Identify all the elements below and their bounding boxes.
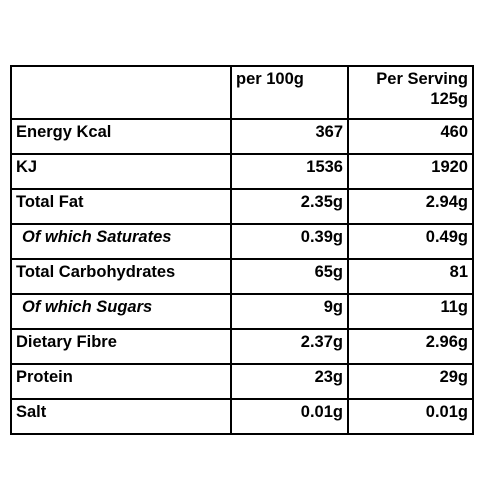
nutrition-table: per 100g Per Serving 125g Energy Kcal 367…: [10, 65, 474, 435]
table-row: Total Carbohydrates 65g 81: [10, 258, 474, 295]
nutrient-value: 2.37g: [230, 328, 349, 365]
nutrient-label: KJ: [10, 153, 232, 190]
header-cell: [10, 65, 232, 120]
nutrient-label: Dietary Fibre: [10, 328, 232, 365]
table-body: per 100g Per Serving 125g Energy Kcal 367…: [10, 65, 474, 435]
nutrient-value: 0.01g: [230, 398, 349, 435]
nutrient-label: Of which Sugars: [10, 293, 232, 330]
nutrient-value: 0.39g: [230, 223, 349, 260]
nutrient-value: 9g: [230, 293, 349, 330]
nutrient-value: 2.96g: [347, 328, 474, 365]
table-row: Dietary Fibre 2.37g 2.96g: [10, 328, 474, 365]
table-row: Of which Sugars 9g 11g: [10, 293, 474, 330]
table-row: Total Fat 2.35g 2.94g: [10, 188, 474, 225]
header-cell: per 100g: [230, 65, 349, 120]
nutrient-value: 2.94g: [347, 188, 474, 225]
nutrient-label: Energy Kcal: [10, 118, 232, 155]
header-row: per 100g Per Serving 125g: [10, 65, 474, 120]
nutrient-value: 0.49g: [347, 223, 474, 260]
nutrient-value: 460: [347, 118, 474, 155]
nutrient-value: 23g: [230, 363, 349, 400]
nutrient-label: Protein: [10, 363, 232, 400]
nutrient-value: 65g: [230, 258, 349, 295]
table-row: Salt 0.01g 0.01g: [10, 398, 474, 435]
nutrient-label: Total Fat: [10, 188, 232, 225]
nutrient-value: 81: [347, 258, 474, 295]
table-row: Protein 23g 29g: [10, 363, 474, 400]
nutrient-label: Salt: [10, 398, 232, 435]
nutrient-value: 0.01g: [347, 398, 474, 435]
table-row: KJ 1536 1920: [10, 153, 474, 190]
table-row: Energy Kcal 367 460: [10, 118, 474, 155]
nutrient-value: 1536: [230, 153, 349, 190]
header-cell: Per Serving 125g: [347, 65, 474, 120]
nutrient-label: Of which Saturates: [10, 223, 232, 260]
nutrient-value: 2.35g: [230, 188, 349, 225]
nutrient-value: 1920: [347, 153, 474, 190]
nutrient-value: 11g: [347, 293, 474, 330]
nutrient-value: 29g: [347, 363, 474, 400]
nutrient-label: Total Carbohydrates: [10, 258, 232, 295]
nutrient-value: 367: [230, 118, 349, 155]
table-row: Of which Saturates 0.39g 0.49g: [10, 223, 474, 260]
